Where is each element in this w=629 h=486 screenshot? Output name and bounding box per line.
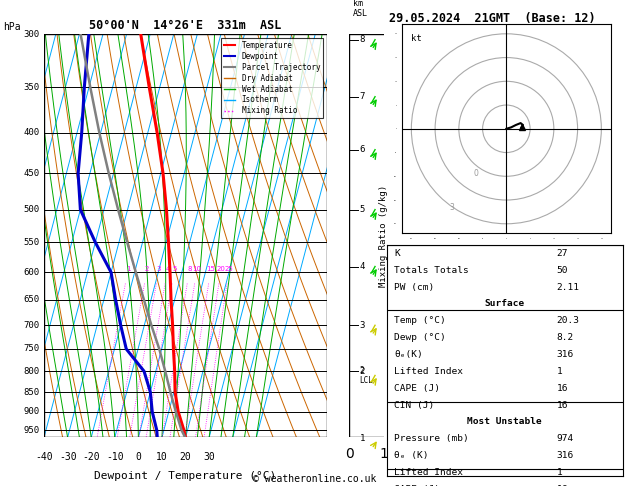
Text: CIN (J): CIN (J) (394, 400, 434, 410)
Text: 700: 700 (24, 321, 40, 330)
Text: Dewp (°C): Dewp (°C) (394, 333, 446, 342)
Text: 20.3: 20.3 (557, 316, 580, 325)
Text: 950: 950 (24, 426, 40, 435)
Text: 900: 900 (24, 407, 40, 416)
Text: 850: 850 (24, 387, 40, 397)
Text: © weatheronline.co.uk: © weatheronline.co.uk (253, 473, 376, 484)
Text: 16: 16 (557, 400, 568, 410)
Text: 30: 30 (203, 451, 215, 462)
Text: 1: 1 (360, 434, 365, 443)
Text: 0: 0 (473, 169, 478, 178)
Text: 25: 25 (225, 266, 233, 273)
Text: Pressure (mb): Pressure (mb) (394, 434, 469, 443)
Text: 8: 8 (187, 266, 192, 273)
Text: 20: 20 (216, 266, 226, 273)
Text: Mixing Ratio (g/kg): Mixing Ratio (g/kg) (379, 185, 388, 287)
Text: -30: -30 (58, 451, 77, 462)
Text: 0: 0 (135, 451, 142, 462)
Text: 10: 10 (156, 451, 168, 462)
Text: 500: 500 (24, 205, 40, 214)
Text: 5: 5 (172, 266, 177, 273)
Text: 2
LCL: 2 LCL (360, 366, 374, 385)
Text: 974: 974 (557, 434, 574, 443)
Text: 20: 20 (180, 451, 191, 462)
Text: 1: 1 (126, 266, 130, 273)
Text: km
ASL: km ASL (352, 0, 367, 18)
Text: 16: 16 (557, 485, 568, 486)
Legend: Temperature, Dewpoint, Parcel Trajectory, Dry Adiabat, Wet Adiabat, Isotherm, Mi: Temperature, Dewpoint, Parcel Trajectory… (221, 38, 323, 119)
Text: -10: -10 (106, 451, 124, 462)
Text: 800: 800 (24, 366, 40, 376)
Text: Lifted Index: Lifted Index (394, 367, 463, 376)
Text: 300: 300 (24, 30, 40, 38)
Text: 600: 600 (24, 268, 40, 277)
Text: θₑ (K): θₑ (K) (394, 451, 428, 460)
Text: 10: 10 (192, 266, 201, 273)
Text: 3: 3 (157, 266, 161, 273)
Text: Most Unstable: Most Unstable (467, 417, 542, 426)
Text: 5: 5 (360, 205, 365, 214)
Text: 3: 3 (360, 321, 365, 330)
Text: 16: 16 (557, 384, 568, 393)
Text: Totals Totals: Totals Totals (394, 266, 469, 275)
Text: 50: 50 (557, 266, 568, 275)
Text: CAPE (J): CAPE (J) (394, 485, 440, 486)
Text: Lifted Index: Lifted Index (394, 468, 463, 477)
Text: 8: 8 (360, 35, 365, 44)
Text: 4: 4 (165, 266, 170, 273)
Text: 1: 1 (557, 367, 562, 376)
Text: Dewpoint / Temperature (°C): Dewpoint / Temperature (°C) (94, 471, 277, 482)
Text: 2.11: 2.11 (557, 282, 580, 292)
Text: -40: -40 (35, 451, 53, 462)
Text: hPa: hPa (3, 21, 21, 32)
Text: 4: 4 (360, 262, 365, 271)
Text: kt: kt (411, 34, 422, 43)
Text: Surface: Surface (485, 299, 525, 309)
Text: 450: 450 (24, 169, 40, 178)
Text: 750: 750 (24, 345, 40, 353)
Text: 1: 1 (557, 468, 562, 477)
Text: θₑ(K): θₑ(K) (394, 350, 423, 359)
Text: CAPE (J): CAPE (J) (394, 384, 440, 393)
Text: 316: 316 (557, 451, 574, 460)
Text: -20: -20 (82, 451, 100, 462)
Text: 550: 550 (24, 238, 40, 247)
Text: 6: 6 (360, 145, 365, 154)
Text: 2: 2 (145, 266, 149, 273)
Text: 29.05.2024  21GMT  (Base: 12): 29.05.2024 21GMT (Base: 12) (389, 12, 595, 25)
Text: 650: 650 (24, 295, 40, 304)
Text: 3: 3 (449, 203, 454, 211)
Text: K: K (394, 249, 399, 258)
Text: 27: 27 (557, 249, 568, 258)
Text: 400: 400 (24, 128, 40, 138)
Text: 2: 2 (360, 366, 365, 376)
Text: 350: 350 (24, 83, 40, 91)
Text: 8.2: 8.2 (557, 333, 574, 342)
Text: 316: 316 (557, 350, 574, 359)
Text: PW (cm): PW (cm) (394, 282, 434, 292)
Text: 50°00'N  14°26'E  331m  ASL: 50°00'N 14°26'E 331m ASL (89, 18, 282, 32)
Text: 15: 15 (206, 266, 215, 273)
Text: Temp (°C): Temp (°C) (394, 316, 446, 325)
Text: 7: 7 (360, 92, 365, 101)
